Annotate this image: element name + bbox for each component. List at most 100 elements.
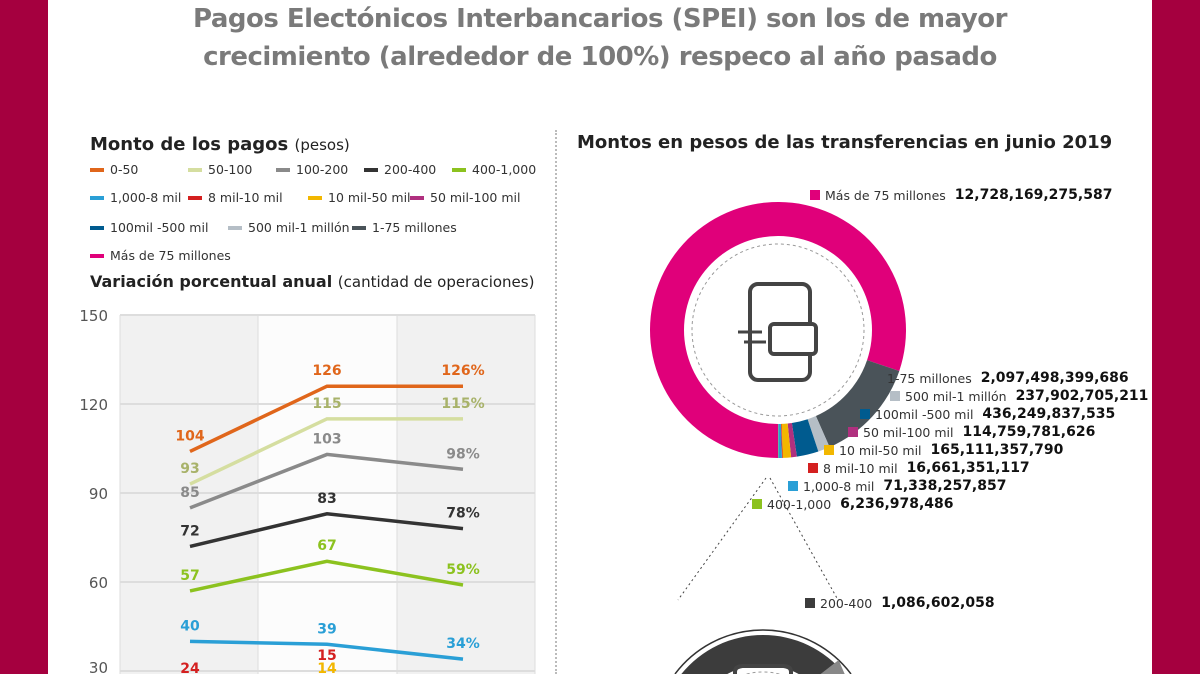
data-label: 78% xyxy=(446,506,480,522)
series-line xyxy=(189,452,464,510)
legend-item: Más de 75 millones xyxy=(90,248,231,263)
legend-item: 1,000-8 mil xyxy=(90,190,181,205)
legend-item: 0-50 xyxy=(90,162,138,177)
legend-swatch xyxy=(824,445,834,455)
data-label: 67 xyxy=(317,538,336,554)
series-line xyxy=(189,511,464,549)
slice-value: 1,086,602,058 xyxy=(881,595,995,611)
legend-swatch xyxy=(452,167,466,172)
donut-legend-item: 500 mil-1 millón 237,902,705,211 xyxy=(890,388,1148,404)
data-label: 103 xyxy=(312,431,341,447)
legend-item: 100-200 xyxy=(276,162,348,177)
donut-slice xyxy=(780,423,783,458)
series-line xyxy=(189,417,463,486)
y-tick-label: 30 xyxy=(89,659,108,674)
legend-label: 1-75 millones xyxy=(372,220,457,235)
legend-item: 1-75 millones xyxy=(352,220,457,235)
data-label: 57 xyxy=(180,568,199,584)
slice-value: 12,728,169,275,587 xyxy=(954,187,1113,203)
legend-swatch xyxy=(805,598,815,608)
slice-value: 165,111,357,790 xyxy=(930,442,1064,458)
data-label: 24 xyxy=(180,661,200,674)
donut-legend-item: 50 mil-100 mil 114,759,781,626 xyxy=(848,424,1095,440)
series-line xyxy=(189,559,464,593)
legend-swatch xyxy=(788,481,798,491)
legend-item: 500 mil-1 millón xyxy=(228,220,350,235)
data-label: 15 xyxy=(317,648,336,664)
data-label: 115% xyxy=(441,396,484,412)
data-label: 93 xyxy=(180,461,199,477)
legend-swatch xyxy=(188,167,202,172)
donut-legend-item: 8 mil-10 mil 16,661,351,117 xyxy=(808,460,1030,476)
legend-label: 100mil -500 mil xyxy=(110,220,209,235)
legend-label: 50 mil-100 mil xyxy=(430,190,521,205)
legend-swatch xyxy=(752,499,762,509)
legend-title: Monto de los pagos (pesos) xyxy=(90,134,350,155)
data-label: 104 xyxy=(175,428,204,444)
slice-name: 200-400 xyxy=(820,595,873,611)
title-line-1: Pagos Electónicos Interbancarios (SPEI) … xyxy=(193,4,1007,34)
donut-slice xyxy=(787,422,797,458)
donut-legend-item: 100mil -500 mil 436,249,837,535 xyxy=(860,406,1115,422)
donut-inner-ring xyxy=(691,243,865,417)
legend-swatch xyxy=(228,225,242,230)
legend-item: 8 mil-10 mil xyxy=(188,190,283,205)
legend-label: 10 mil-50 mil xyxy=(328,190,411,205)
data-label: 72 xyxy=(180,523,199,539)
divider xyxy=(555,130,557,674)
data-label: 98% xyxy=(446,446,480,462)
legend-swatch xyxy=(364,167,378,172)
legend-item: 50-100 xyxy=(188,162,252,177)
phone-icon xyxy=(733,664,793,674)
zoom-donut-slice xyxy=(681,635,845,674)
legend-swatch xyxy=(860,409,870,419)
chart-title: Variación porcentual anual (cantidad de … xyxy=(90,272,535,291)
donut-title: Montos en pesos de las transferencias en… xyxy=(577,132,1113,153)
legend-label: 100-200 xyxy=(296,162,349,177)
legend-swatch xyxy=(90,167,104,172)
slice-name: 10 mil-50 mil xyxy=(839,442,922,458)
slice-name: 8 mil-10 mil xyxy=(823,460,898,476)
donut-slice xyxy=(807,416,830,452)
legend-swatch xyxy=(810,190,820,200)
legend-swatch xyxy=(308,195,322,200)
slice-value: 6,236,978,486 xyxy=(840,496,954,512)
plot-band xyxy=(258,315,397,674)
series-line xyxy=(189,384,463,454)
donut-slice xyxy=(791,419,819,457)
data-label: 14 xyxy=(317,661,337,674)
legend-label: 1,000-8 mil xyxy=(110,190,182,205)
infographic-panel: Pagos Electónicos Interbancarios (SPEI) … xyxy=(48,0,1152,674)
data-label: 34% xyxy=(446,636,480,652)
legend-swatch xyxy=(352,225,366,230)
legend-item: 50 mil-100 mil xyxy=(410,190,520,205)
zoom-line xyxy=(677,477,767,601)
legend-label: 200-400 xyxy=(384,162,437,177)
legend-item: 200-400 xyxy=(364,162,436,177)
slice-name: 500 mil-1 millón xyxy=(905,388,1007,404)
legend-swatch xyxy=(90,253,104,258)
donut-legend-item: 200-400 1,086,602,058 xyxy=(805,595,995,611)
data-label: 126 xyxy=(312,363,341,379)
zoom-line xyxy=(769,477,839,601)
donut-legend-item: 10 mil-50 mil 165,111,357,790 xyxy=(824,442,1063,458)
line-chart: 150 120 90 60 30 104 126 126% 93 115 115% 85 103 98% 7… xyxy=(79,307,536,674)
legend-item: 400-1,000 xyxy=(452,162,536,177)
data-label: 59% xyxy=(446,562,480,578)
title-line-2: crecimiento (alrededor de 100%) respeco … xyxy=(203,42,997,72)
legend-swatch xyxy=(872,373,882,383)
slice-value: 71,338,257,857 xyxy=(883,478,1007,494)
data-label: 40 xyxy=(180,618,200,634)
y-tick-label: 90 xyxy=(89,485,108,503)
zoom-donut-slice xyxy=(820,660,845,674)
legend-swatch xyxy=(410,195,424,200)
slice-name: 100mil -500 mil xyxy=(875,406,974,422)
slice-value: 237,902,705,211 xyxy=(1015,388,1149,404)
y-tick-label: 150 xyxy=(79,307,108,325)
data-label: 126% xyxy=(441,363,484,379)
slice-value: 16,661,351,117 xyxy=(906,460,1030,476)
slice-name: 50 mil-100 mil xyxy=(863,424,954,440)
data-label: 115 xyxy=(312,396,341,412)
donut-legend-item: 1-75 millones 2,097,498,399,686 xyxy=(872,370,1129,386)
legend-swatch xyxy=(90,195,104,200)
